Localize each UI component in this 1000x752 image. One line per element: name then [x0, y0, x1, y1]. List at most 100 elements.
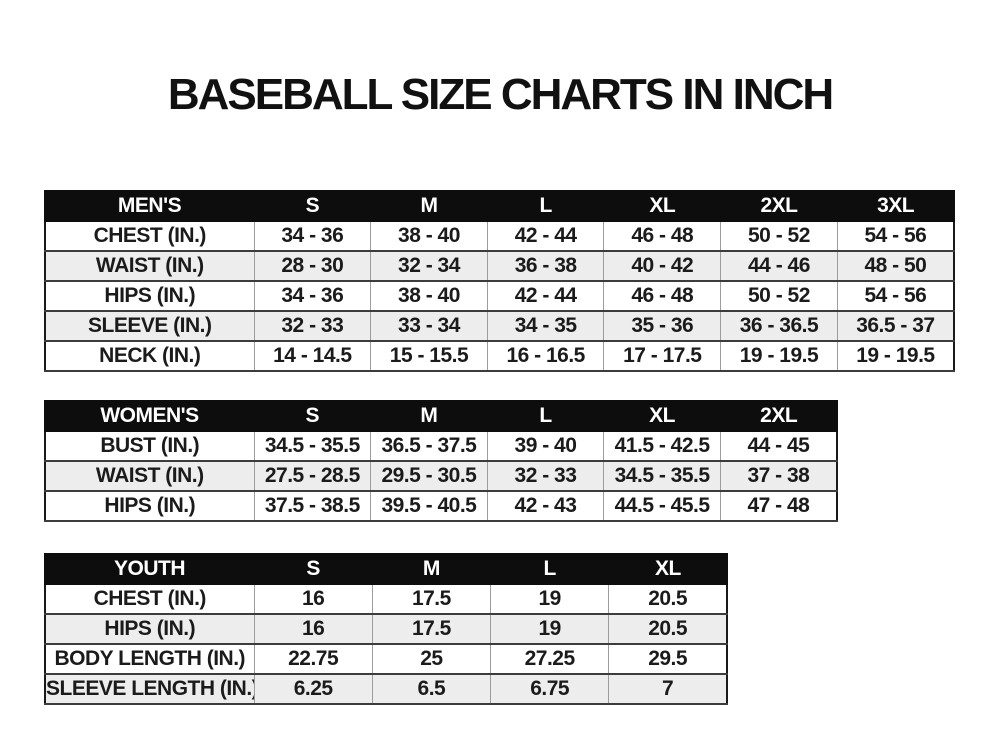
youth-size-table: YOUTH S M L XL CHEST (IN.) 16 17.5 19 20.5 HIPS (I…: [44, 553, 729, 705]
size-value-cell: 7: [608, 673, 729, 705]
size-value-cell: 42 - 44: [486, 220, 605, 252]
size-value-cell: 16 - 16.5: [486, 340, 605, 372]
size-value-cell: 33 - 34: [370, 310, 488, 342]
womens-size-table: WOMEN'S S M L XL 2XL BUST (IN.) 34.5 - 35.5 36.5…: [44, 400, 838, 522]
table-header-row: MEN'S S M L XL 2XL 3XL: [44, 190, 955, 222]
size-value-cell: 50 - 52: [720, 220, 838, 252]
size-value-cell: 16: [253, 613, 373, 645]
size-column-header: XL: [602, 190, 722, 222]
table-title-cell: MEN'S: [44, 190, 255, 222]
size-column-header: L: [489, 553, 610, 585]
size-column-header: 3XL: [836, 190, 955, 222]
mens-size-chart: MEN'S S M L XL 2XL 3XL CHEST (IN.) 34 - 36 38 - 4…: [44, 190, 955, 372]
row-label-cell: CHEST (IN.): [44, 583, 255, 615]
size-value-cell: 27.25: [489, 643, 610, 675]
size-value-cell: 20.5: [608, 613, 729, 645]
table-row: BODY LENGTH (IN.) 22.75 25 27.25 29.5: [44, 643, 729, 675]
size-value-cell: 16: [253, 583, 373, 615]
size-value-cell: 17.5: [371, 613, 492, 645]
size-value-cell: 25: [371, 643, 492, 675]
size-value-cell: 48 - 50: [836, 250, 955, 282]
size-value-cell: 36.5 - 37: [836, 310, 955, 342]
table-header-row: YOUTH S M L XL: [44, 553, 729, 585]
size-value-cell: 39.5 - 40.5: [370, 490, 488, 522]
size-value-cell: 37 - 38: [719, 460, 838, 492]
row-label-cell: HIPS (IN.): [44, 490, 255, 522]
size-value-cell: 54 - 56: [836, 220, 955, 252]
size-value-cell: 34 - 36: [253, 220, 372, 252]
size-value-cell: 19 - 19.5: [720, 340, 838, 372]
table-row: SLEEVE LENGTH (IN.) 6.25 6.5 6.75 7: [44, 673, 729, 705]
size-value-cell: 28 - 30: [253, 250, 372, 282]
page-title: BASEBALL SIZE CHARTS IN INCH: [167, 70, 834, 119]
size-value-cell: 38 - 40: [370, 280, 488, 312]
youth-size-chart: YOUTH S M L XL CHEST (IN.) 16 17.5 19 20.5 HIPS (I…: [44, 553, 729, 705]
size-value-cell: 44.5 - 45.5: [603, 490, 721, 522]
size-value-cell: 6.75: [489, 673, 610, 705]
size-column-header: L: [486, 400, 605, 432]
size-column-header: XL: [602, 400, 722, 432]
table-header-row: WOMEN'S S M L XL 2XL: [44, 400, 838, 432]
size-value-cell: 54 - 56: [836, 280, 955, 312]
size-value-cell: 22.75: [253, 643, 373, 675]
table-row: HIPS (IN.) 34 - 36 38 - 40 42 - 44 46 - 48 50…: [44, 280, 955, 312]
size-value-cell: 44 - 45: [719, 430, 838, 462]
size-column-header: 2XL: [719, 190, 839, 222]
table-row: WAIST (IN.) 28 - 30 32 - 34 36 - 38 40 - 42 4…: [44, 250, 955, 282]
table-row: SLEEVE (IN.) 32 - 33 33 - 34 34 - 35 35 - 36…: [44, 310, 955, 342]
table-row: CHEST (IN.) 34 - 36 38 - 40 42 - 44 46 - 48 5…: [44, 220, 955, 252]
size-value-cell: 6.5: [371, 673, 492, 705]
size-value-cell: 47 - 48: [719, 490, 838, 522]
size-column-header: S: [253, 400, 372, 432]
table-row: BUST (IN.) 34.5 - 35.5 36.5 - 37.5 39 - 40 4…: [44, 430, 838, 462]
row-label-cell: SLEEVE (IN.): [44, 310, 255, 342]
size-value-cell: 32 - 33: [486, 460, 605, 492]
size-column-header: M: [371, 553, 492, 585]
size-column-header: XL: [607, 553, 729, 585]
size-column-header: S: [253, 190, 372, 222]
size-value-cell: 37.5 - 38.5: [253, 490, 372, 522]
size-value-cell: 41.5 - 42.5: [603, 430, 721, 462]
table-row: WAIST (IN.) 27.5 - 28.5 29.5 - 30.5 32 - 33…: [44, 460, 838, 492]
size-value-cell: 36 - 36.5: [720, 310, 838, 342]
size-value-cell: 27.5 - 28.5: [253, 460, 372, 492]
row-label-cell: BUST (IN.): [44, 430, 255, 462]
table-row: HIPS (IN.) 16 17.5 19 20.5: [44, 613, 729, 645]
size-value-cell: 34.5 - 35.5: [603, 460, 721, 492]
size-value-cell: 50 - 52: [720, 280, 838, 312]
size-value-cell: 44 - 46: [720, 250, 838, 282]
size-value-cell: 36 - 38: [486, 250, 605, 282]
size-value-cell: 6.25: [253, 673, 373, 705]
row-label-cell: NECK (IN.): [44, 340, 255, 372]
size-value-cell: 36.5 - 37.5: [370, 430, 488, 462]
size-column-header: M: [369, 190, 489, 222]
size-value-cell: 42 - 44: [486, 280, 605, 312]
size-column-header: L: [486, 190, 605, 222]
row-label-cell: SLEEVE LENGTH (IN.): [44, 673, 255, 705]
size-value-cell: 29.5 - 30.5: [370, 460, 488, 492]
size-value-cell: 19 - 19.5: [836, 340, 955, 372]
size-value-cell: 14 - 14.5: [253, 340, 372, 372]
size-value-cell: 38 - 40: [370, 220, 488, 252]
table-title-cell: YOUTH: [44, 553, 255, 585]
table-row: CHEST (IN.) 16 17.5 19 20.5: [44, 583, 729, 615]
size-value-cell: 34 - 36: [253, 280, 372, 312]
size-value-cell: 39 - 40: [486, 430, 605, 462]
size-value-cell: 17 - 17.5: [603, 340, 722, 372]
row-label-cell: CHEST (IN.): [44, 220, 255, 252]
row-label-cell: BODY LENGTH (IN.): [44, 643, 255, 675]
row-label-cell: WAIST (IN.): [44, 460, 255, 492]
size-column-header: M: [369, 400, 489, 432]
size-value-cell: 32 - 33: [253, 310, 372, 342]
size-value-cell: 15 - 15.5: [370, 340, 488, 372]
row-label-cell: WAIST (IN.): [44, 250, 255, 282]
size-value-cell: 20.5: [608, 583, 729, 615]
row-label-cell: HIPS (IN.): [44, 280, 255, 312]
size-value-cell: 42 - 43: [486, 490, 605, 522]
size-value-cell: 46 - 48: [603, 280, 722, 312]
size-value-cell: 34.5 - 35.5: [253, 430, 372, 462]
size-value-cell: 29.5: [608, 643, 729, 675]
mens-size-table: MEN'S S M L XL 2XL 3XL CHEST (IN.) 34 - 36 38 - 4…: [44, 190, 955, 372]
table-row: NECK (IN.) 14 - 14.5 15 - 15.5 16 - 16.5 17 …: [44, 340, 955, 372]
size-value-cell: 19: [489, 583, 610, 615]
